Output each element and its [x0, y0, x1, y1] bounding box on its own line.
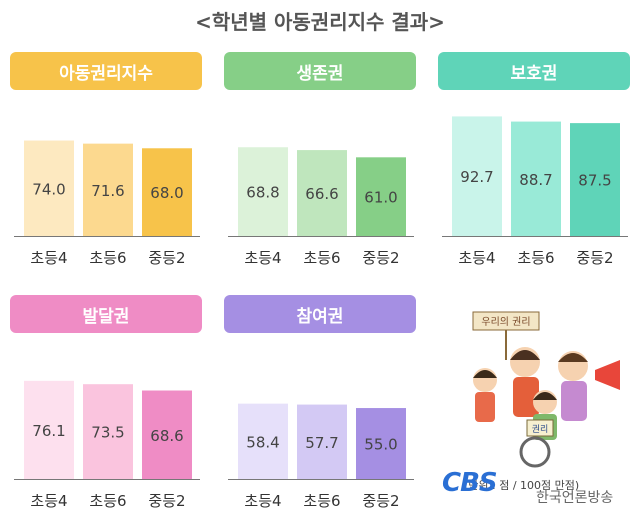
category-label: 중등2 — [576, 249, 613, 267]
bar — [142, 148, 192, 236]
chart-title: 생존권 — [224, 52, 416, 90]
unit-footnote: (단위 : 점 / 100점 만점) — [464, 479, 580, 492]
category-label: 중등2 — [362, 249, 399, 267]
category-label: 중등2 — [148, 492, 185, 510]
brand-logo: CBS — [442, 468, 498, 498]
bar-chart: 68.8 초등4 66.6 초등6 61.0 중등2 — [228, 147, 414, 267]
chart-title: 발달권 — [10, 295, 202, 333]
data-label: 58.4 — [246, 433, 279, 451]
bar — [142, 390, 192, 479]
bar — [570, 123, 620, 236]
category-label: 초등6 — [303, 492, 340, 510]
data-label: 66.6 — [305, 185, 338, 203]
category-label: 초등4 — [30, 492, 67, 510]
data-label: 71.6 — [91, 182, 124, 200]
bar — [356, 157, 406, 236]
category-label: 초등4 — [244, 492, 281, 510]
bar — [238, 403, 288, 479]
bar — [511, 121, 561, 236]
bar — [297, 150, 347, 236]
data-label: 73.5 — [91, 424, 124, 442]
chart-panel: 생존권 68.8 초등4 66.6 초등6 61.0 중등2 — [224, 52, 416, 272]
category-label: 초등4 — [458, 249, 495, 267]
chart-title: 참여권 — [224, 295, 416, 333]
category-label: 초등4 — [244, 249, 281, 267]
category-label: 초등6 — [89, 492, 126, 510]
data-label: 76.1 — [32, 422, 65, 440]
bar — [83, 143, 133, 236]
data-label: 74.0 — [32, 180, 65, 198]
data-label: 61.0 — [364, 189, 397, 207]
data-label: 87.5 — [578, 172, 611, 190]
children-illustration: 우리의 권리 권리 — [455, 300, 635, 470]
category-label: 초등6 — [89, 249, 126, 267]
category-label: 초등6 — [303, 249, 340, 267]
bar-chart: 92.7 초등4 88.7 초등6 87.5 중등2 — [442, 116, 628, 267]
chart-title: 보호권 — [438, 52, 630, 90]
bar — [297, 404, 347, 479]
data-label: 68.8 — [246, 184, 279, 202]
bar — [24, 380, 74, 479]
category-label: 초등4 — [30, 249, 67, 267]
bar — [356, 408, 406, 479]
bar — [452, 116, 502, 236]
sign-label: 우리의 권리 — [481, 316, 530, 328]
flag-label: 권리 — [532, 423, 549, 435]
category-label: 중등2 — [148, 249, 185, 267]
data-label: 88.7 — [519, 171, 552, 189]
bar-chart: 58.4 초등4 57.7 초등6 55.0 중등2 — [228, 403, 414, 510]
bar-chart: 74.0 초등4 71.6 초등6 68.0 중등2 — [14, 140, 200, 267]
data-label: 68.0 — [150, 184, 183, 202]
chart-panel: 참여권 58.4 초등4 57.7 초등6 55.0 중등2 — [224, 295, 416, 515]
data-label: 57.7 — [305, 434, 338, 452]
bar — [238, 147, 288, 236]
chart-panel: 발달권 76.1 초등4 73.5 초등6 68.6 중등2 — [10, 295, 202, 515]
data-label: 55.0 — [364, 436, 397, 454]
data-label: 92.7 — [460, 168, 493, 186]
bar — [83, 384, 133, 479]
category-label: 초등6 — [517, 249, 554, 267]
bar — [24, 140, 74, 236]
chart-panel: 보호권 92.7 초등4 88.7 초등6 87.5 중등2 — [438, 52, 630, 272]
brand-name: 한국언론방송 — [536, 490, 614, 506]
bar-chart: 76.1 초등4 73.5 초등6 68.6 중등2 — [14, 380, 200, 510]
chart-panel: 아동권리지수 74.0 초등4 71.6 초등6 68.0 중등2 — [10, 52, 202, 272]
data-label: 68.6 — [150, 427, 183, 445]
page-title: <학년별 아동권리지수 결과> — [195, 10, 445, 34]
chart-title: 아동권리지수 — [10, 52, 202, 90]
category-label: 중등2 — [362, 492, 399, 510]
